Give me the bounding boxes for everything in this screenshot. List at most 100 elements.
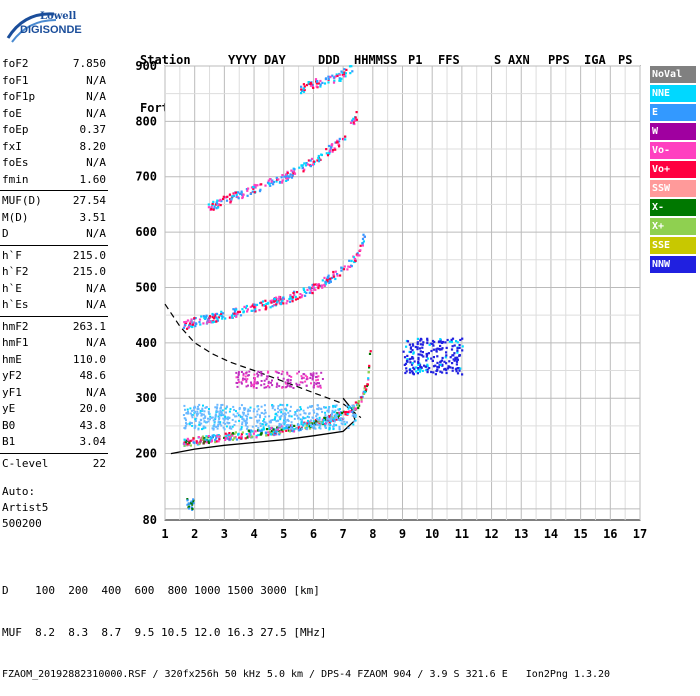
echo-point — [280, 425, 283, 428]
echo-point — [287, 378, 290, 381]
echo-point — [192, 502, 195, 505]
echo-point — [318, 420, 321, 424]
x-tick-label: 3 — [221, 527, 228, 541]
echo-point — [214, 316, 217, 319]
echo-point — [450, 348, 454, 351]
echo-point — [236, 412, 239, 415]
echo-point — [253, 303, 256, 306]
echo-point — [188, 322, 192, 325]
echo-point — [456, 349, 459, 352]
logo-line1: Lowell — [40, 11, 77, 22]
echo-point — [220, 414, 223, 417]
echo-point — [275, 176, 278, 179]
echo-point — [345, 404, 348, 407]
echo-point — [302, 417, 305, 420]
echo-point — [257, 429, 260, 432]
echo-point — [417, 353, 420, 356]
echo-point — [215, 407, 218, 410]
echo-point — [456, 341, 459, 344]
echo-point — [333, 404, 336, 407]
echo-point — [237, 197, 240, 200]
echo-point — [296, 408, 299, 411]
echo-point — [187, 326, 190, 329]
echo-point — [311, 163, 314, 166]
echo-point — [264, 421, 267, 424]
echo-point — [439, 338, 442, 341]
echo-point — [253, 191, 256, 194]
y-tick-label: 200 — [135, 447, 157, 461]
echo-point — [238, 310, 241, 313]
echo-point — [357, 401, 360, 404]
param-name: hmF2 — [2, 319, 29, 333]
echo-point — [301, 381, 304, 384]
echo-point — [259, 414, 261, 417]
header-row-titles: Station YYYY DAY DDD HHMMSS P1 FFS S AXN PPS IGA PS — [140, 52, 660, 68]
echo-point — [280, 411, 283, 414]
echo-point — [194, 410, 197, 413]
echo-point — [404, 362, 408, 365]
echo-point — [453, 359, 456, 362]
echo-point — [226, 433, 229, 436]
echo-point — [306, 428, 309, 431]
echo-point — [223, 418, 226, 420]
echo-point — [287, 420, 290, 422]
echo-point — [305, 162, 308, 165]
echo-point — [267, 425, 270, 428]
echo-point — [307, 81, 310, 84]
echo-point — [413, 360, 416, 363]
echo-point — [431, 342, 434, 345]
echo-point — [285, 179, 288, 182]
echo-point — [431, 359, 434, 362]
echo-point — [228, 193, 232, 196]
echo-point — [241, 423, 244, 426]
echo-point — [246, 308, 249, 311]
x-tick-label: 15 — [573, 527, 587, 541]
echo-point — [289, 381, 292, 384]
x-tick-label: 11 — [455, 527, 469, 541]
echo-point — [202, 427, 205, 430]
echo-point — [417, 358, 420, 361]
echo-point — [408, 343, 411, 346]
echo-point — [416, 348, 419, 351]
echo-point — [293, 424, 296, 427]
echo-point — [241, 411, 244, 414]
echo-point — [260, 183, 263, 186]
echo-point — [239, 428, 242, 431]
echo-point — [338, 145, 341, 148]
echo-point — [317, 82, 321, 85]
echo-point — [246, 310, 249, 313]
echo-point — [406, 340, 410, 343]
echo-point — [296, 372, 299, 375]
echo-point — [220, 200, 223, 203]
echo-point — [183, 444, 186, 447]
echo-point — [240, 433, 243, 436]
echo-point — [436, 361, 439, 364]
echo-point — [408, 358, 411, 361]
echo-point — [204, 438, 207, 441]
echo-point — [361, 244, 364, 247]
echo-point — [419, 343, 422, 346]
echo-point — [244, 437, 247, 440]
x-tick-label: 4 — [250, 527, 257, 541]
echo-point — [281, 370, 284, 373]
echo-point — [450, 340, 453, 344]
echo-point — [459, 338, 462, 342]
echo-point — [247, 384, 249, 387]
echo-point — [198, 421, 201, 424]
echo-point — [297, 424, 300, 427]
echo-point — [351, 414, 354, 417]
echo-point — [184, 323, 187, 326]
param-value: N/A — [86, 73, 106, 87]
y-tick-label: 300 — [135, 391, 157, 405]
param-name: M(D) — [2, 210, 29, 224]
echo-point — [277, 427, 280, 430]
echo-point — [297, 425, 300, 428]
echo-point — [253, 408, 256, 411]
legend-item: W — [650, 123, 696, 140]
echo-point — [320, 153, 323, 157]
echo-point — [303, 85, 306, 88]
echo-point — [327, 81, 330, 84]
echo-point — [255, 303, 259, 306]
echo-point — [403, 356, 407, 359]
echo-point — [276, 426, 279, 429]
